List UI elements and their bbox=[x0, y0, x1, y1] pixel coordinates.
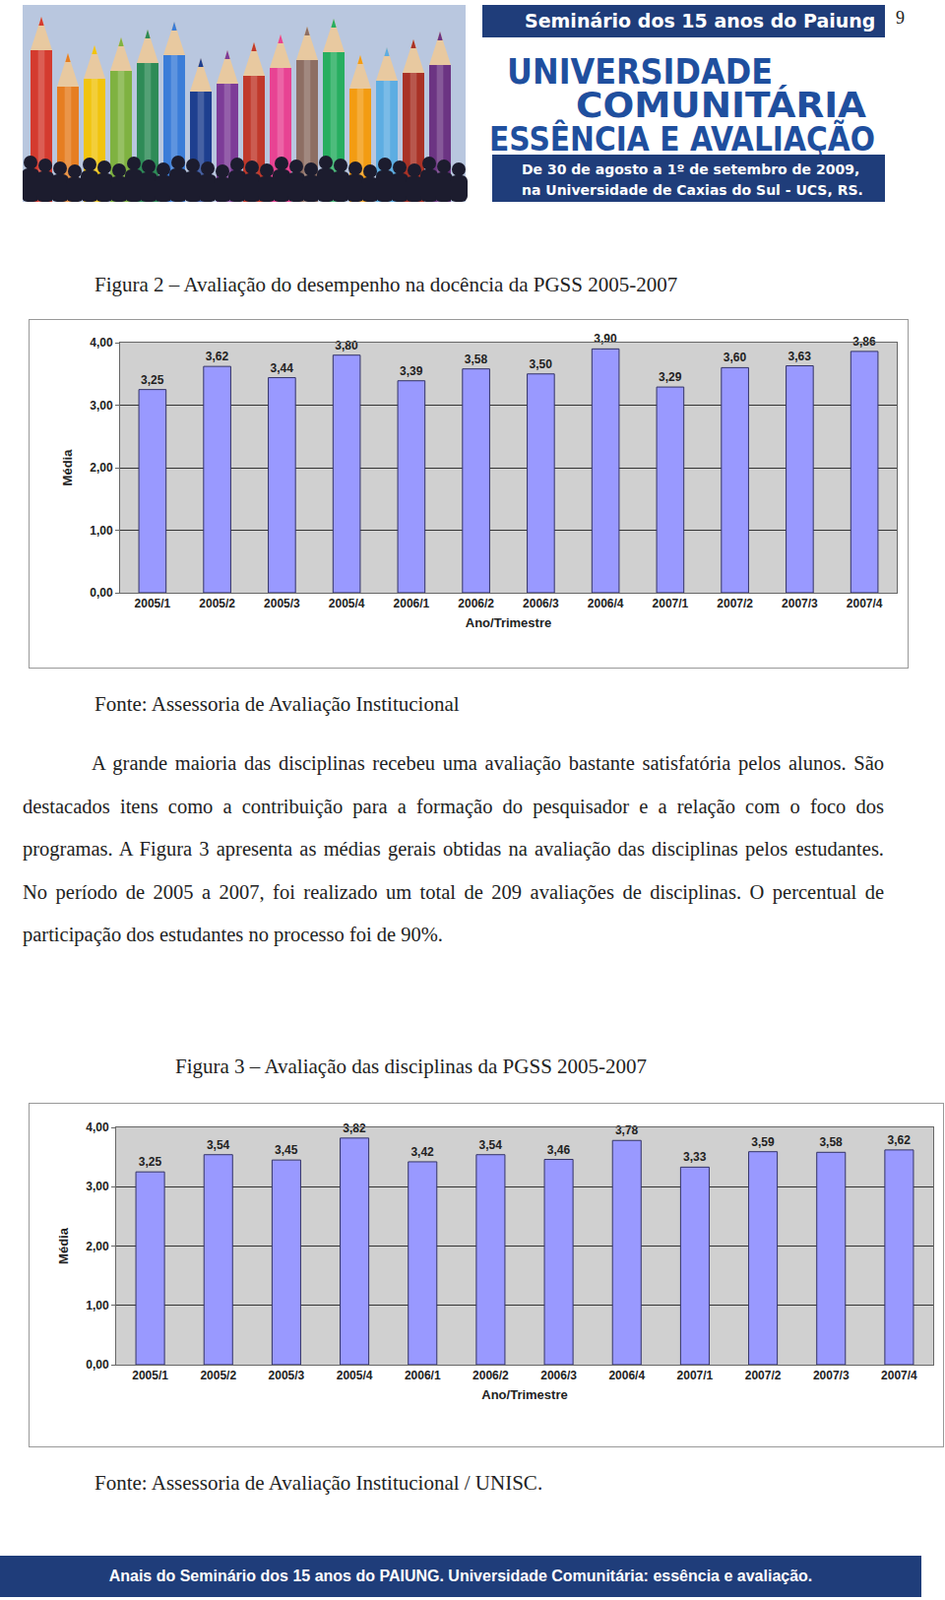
svg-text:2005/1: 2005/1 bbox=[134, 596, 172, 611]
svg-text:Média: Média bbox=[60, 448, 75, 487]
html-text:Anais do Seminário dos 15 anos: Anais do Seminário dos 15 anos do PAIUNG… bbox=[108, 1567, 813, 1584]
svg-text:3,39: 3,39 bbox=[399, 364, 424, 378]
svg-text:2006/3: 2006/3 bbox=[522, 596, 560, 611]
svg-text:3,58: 3,58 bbox=[819, 1134, 843, 1149]
svg-text:ESSÊNCIA E AVALIAÇÃO: ESSÊNCIA E AVALIAÇÃO bbox=[489, 119, 876, 159]
html-text:Fonte: Assessoria de Avaliação: Fonte: Assessoria de Avaliação Instituci… bbox=[94, 692, 460, 716]
svg-text:3,42: 3,42 bbox=[410, 1144, 435, 1159]
svg-text:3,63: 3,63 bbox=[788, 349, 813, 364]
html-text:9: 9 bbox=[895, 7, 905, 28]
svg-text:2005/1: 2005/1 bbox=[131, 1368, 169, 1383]
svg-text:3,25: 3,25 bbox=[138, 1154, 163, 1169]
svg-text:2005/4: 2005/4 bbox=[336, 1368, 374, 1383]
svg-text:3,54: 3,54 bbox=[206, 1137, 231, 1152]
svg-text:2006/4: 2006/4 bbox=[608, 1368, 645, 1383]
svg-text:2007/3: 2007/3 bbox=[781, 596, 819, 611]
svg-text:3,60: 3,60 bbox=[723, 350, 748, 365]
svg-text:2005/4: 2005/4 bbox=[328, 596, 366, 611]
svg-text:2,00: 2,00 bbox=[89, 460, 114, 475]
svg-text:3,44: 3,44 bbox=[270, 361, 295, 376]
svg-text:De 30 de agosto a 1º de setemb: De 30 de agosto a 1º de setembro de 2009… bbox=[521, 161, 860, 178]
svg-text:COMUNITÁRIA: COMUNITÁRIA bbox=[575, 84, 856, 126]
svg-text:4,00: 4,00 bbox=[85, 1120, 110, 1134]
svg-text:2007/1: 2007/1 bbox=[677, 1368, 714, 1383]
svg-text:3,78: 3,78 bbox=[615, 1123, 639, 1137]
svg-text:3,62: 3,62 bbox=[887, 1133, 912, 1147]
svg-text:3,82: 3,82 bbox=[342, 1121, 367, 1135]
svg-text:3,90: 3,90 bbox=[593, 331, 618, 346]
svg-text:3,45: 3,45 bbox=[274, 1142, 299, 1157]
svg-text:2007/1: 2007/1 bbox=[652, 596, 690, 611]
svg-text:3,62: 3,62 bbox=[205, 349, 230, 364]
svg-text:2006/4: 2006/4 bbox=[587, 596, 625, 611]
svg-text:3,54: 3,54 bbox=[479, 1137, 504, 1152]
svg-text:2005/2: 2005/2 bbox=[198, 596, 236, 611]
html-text:A grande maioria das disciplin: A grande maioria das disciplinas recebeu… bbox=[22, 752, 884, 945]
svg-text:3,59: 3,59 bbox=[751, 1134, 775, 1149]
svg-text:2006/1: 2006/1 bbox=[404, 1368, 441, 1383]
svg-text:2006/3: 2006/3 bbox=[540, 1368, 577, 1383]
svg-text:Média: Média bbox=[56, 1226, 71, 1264]
svg-text:3,29: 3,29 bbox=[658, 370, 683, 384]
svg-text:3,86: 3,86 bbox=[852, 334, 877, 349]
svg-text:4,00: 4,00 bbox=[89, 335, 114, 350]
svg-text:2005/3: 2005/3 bbox=[268, 1368, 306, 1383]
svg-text:3,50: 3,50 bbox=[529, 357, 554, 372]
svg-text:2007/4: 2007/4 bbox=[846, 596, 883, 611]
svg-text:2005/2: 2005/2 bbox=[199, 1368, 237, 1383]
html-text:Figura 2 – Avaliação do desemp: Figura 2 – Avaliação do desempenho na do… bbox=[94, 272, 678, 297]
svg-text:2006/2: 2006/2 bbox=[472, 1368, 509, 1383]
svg-text:2005/3: 2005/3 bbox=[263, 596, 301, 611]
svg-text:2007/2: 2007/2 bbox=[716, 596, 754, 611]
svg-text:Ano/Trimestre: Ano/Trimestre bbox=[465, 615, 552, 630]
svg-text:1,00: 1,00 bbox=[89, 523, 114, 538]
svg-text:2007/4: 2007/4 bbox=[881, 1368, 918, 1383]
svg-text:Ano/Trimestre: Ano/Trimestre bbox=[481, 1386, 567, 1402]
svg-text:3,33: 3,33 bbox=[683, 1149, 707, 1164]
svg-text:3,46: 3,46 bbox=[547, 1142, 571, 1157]
svg-text:3,00: 3,00 bbox=[85, 1179, 110, 1194]
svg-text:1,00: 1,00 bbox=[85, 1298, 110, 1313]
svg-text:2006/1: 2006/1 bbox=[393, 596, 431, 611]
svg-text:3,25: 3,25 bbox=[140, 373, 165, 387]
svg-text:0,00: 0,00 bbox=[89, 585, 114, 600]
svg-text:Seminário dos 15 anos do Paiun: Seminário dos 15 anos do Paiung bbox=[524, 9, 876, 32]
svg-text:2,00: 2,00 bbox=[85, 1239, 110, 1254]
svg-text:2007/3: 2007/3 bbox=[813, 1368, 850, 1383]
html-text:Fonte: Assessoria de Avaliação: Fonte: Assessoria de Avaliação Instituci… bbox=[94, 1470, 543, 1495]
svg-text:3,80: 3,80 bbox=[334, 338, 359, 353]
svg-text:3,00: 3,00 bbox=[89, 398, 114, 413]
svg-text:2007/2: 2007/2 bbox=[745, 1368, 782, 1383]
html-text:Figura 3 – Avaliação das disci: Figura 3 – Avaliação das disciplinas da … bbox=[175, 1054, 647, 1078]
svg-text:2006/2: 2006/2 bbox=[457, 596, 495, 611]
svg-text:UNIVERSIDADE: UNIVERSIDADE bbox=[506, 51, 807, 92]
svg-text:3,58: 3,58 bbox=[464, 352, 489, 367]
svg-text:na Universidade de Caxias do S: na Universidade de Caxias do Sul - UCS, … bbox=[521, 182, 864, 198]
svg-text:0,00: 0,00 bbox=[85, 1357, 110, 1372]
